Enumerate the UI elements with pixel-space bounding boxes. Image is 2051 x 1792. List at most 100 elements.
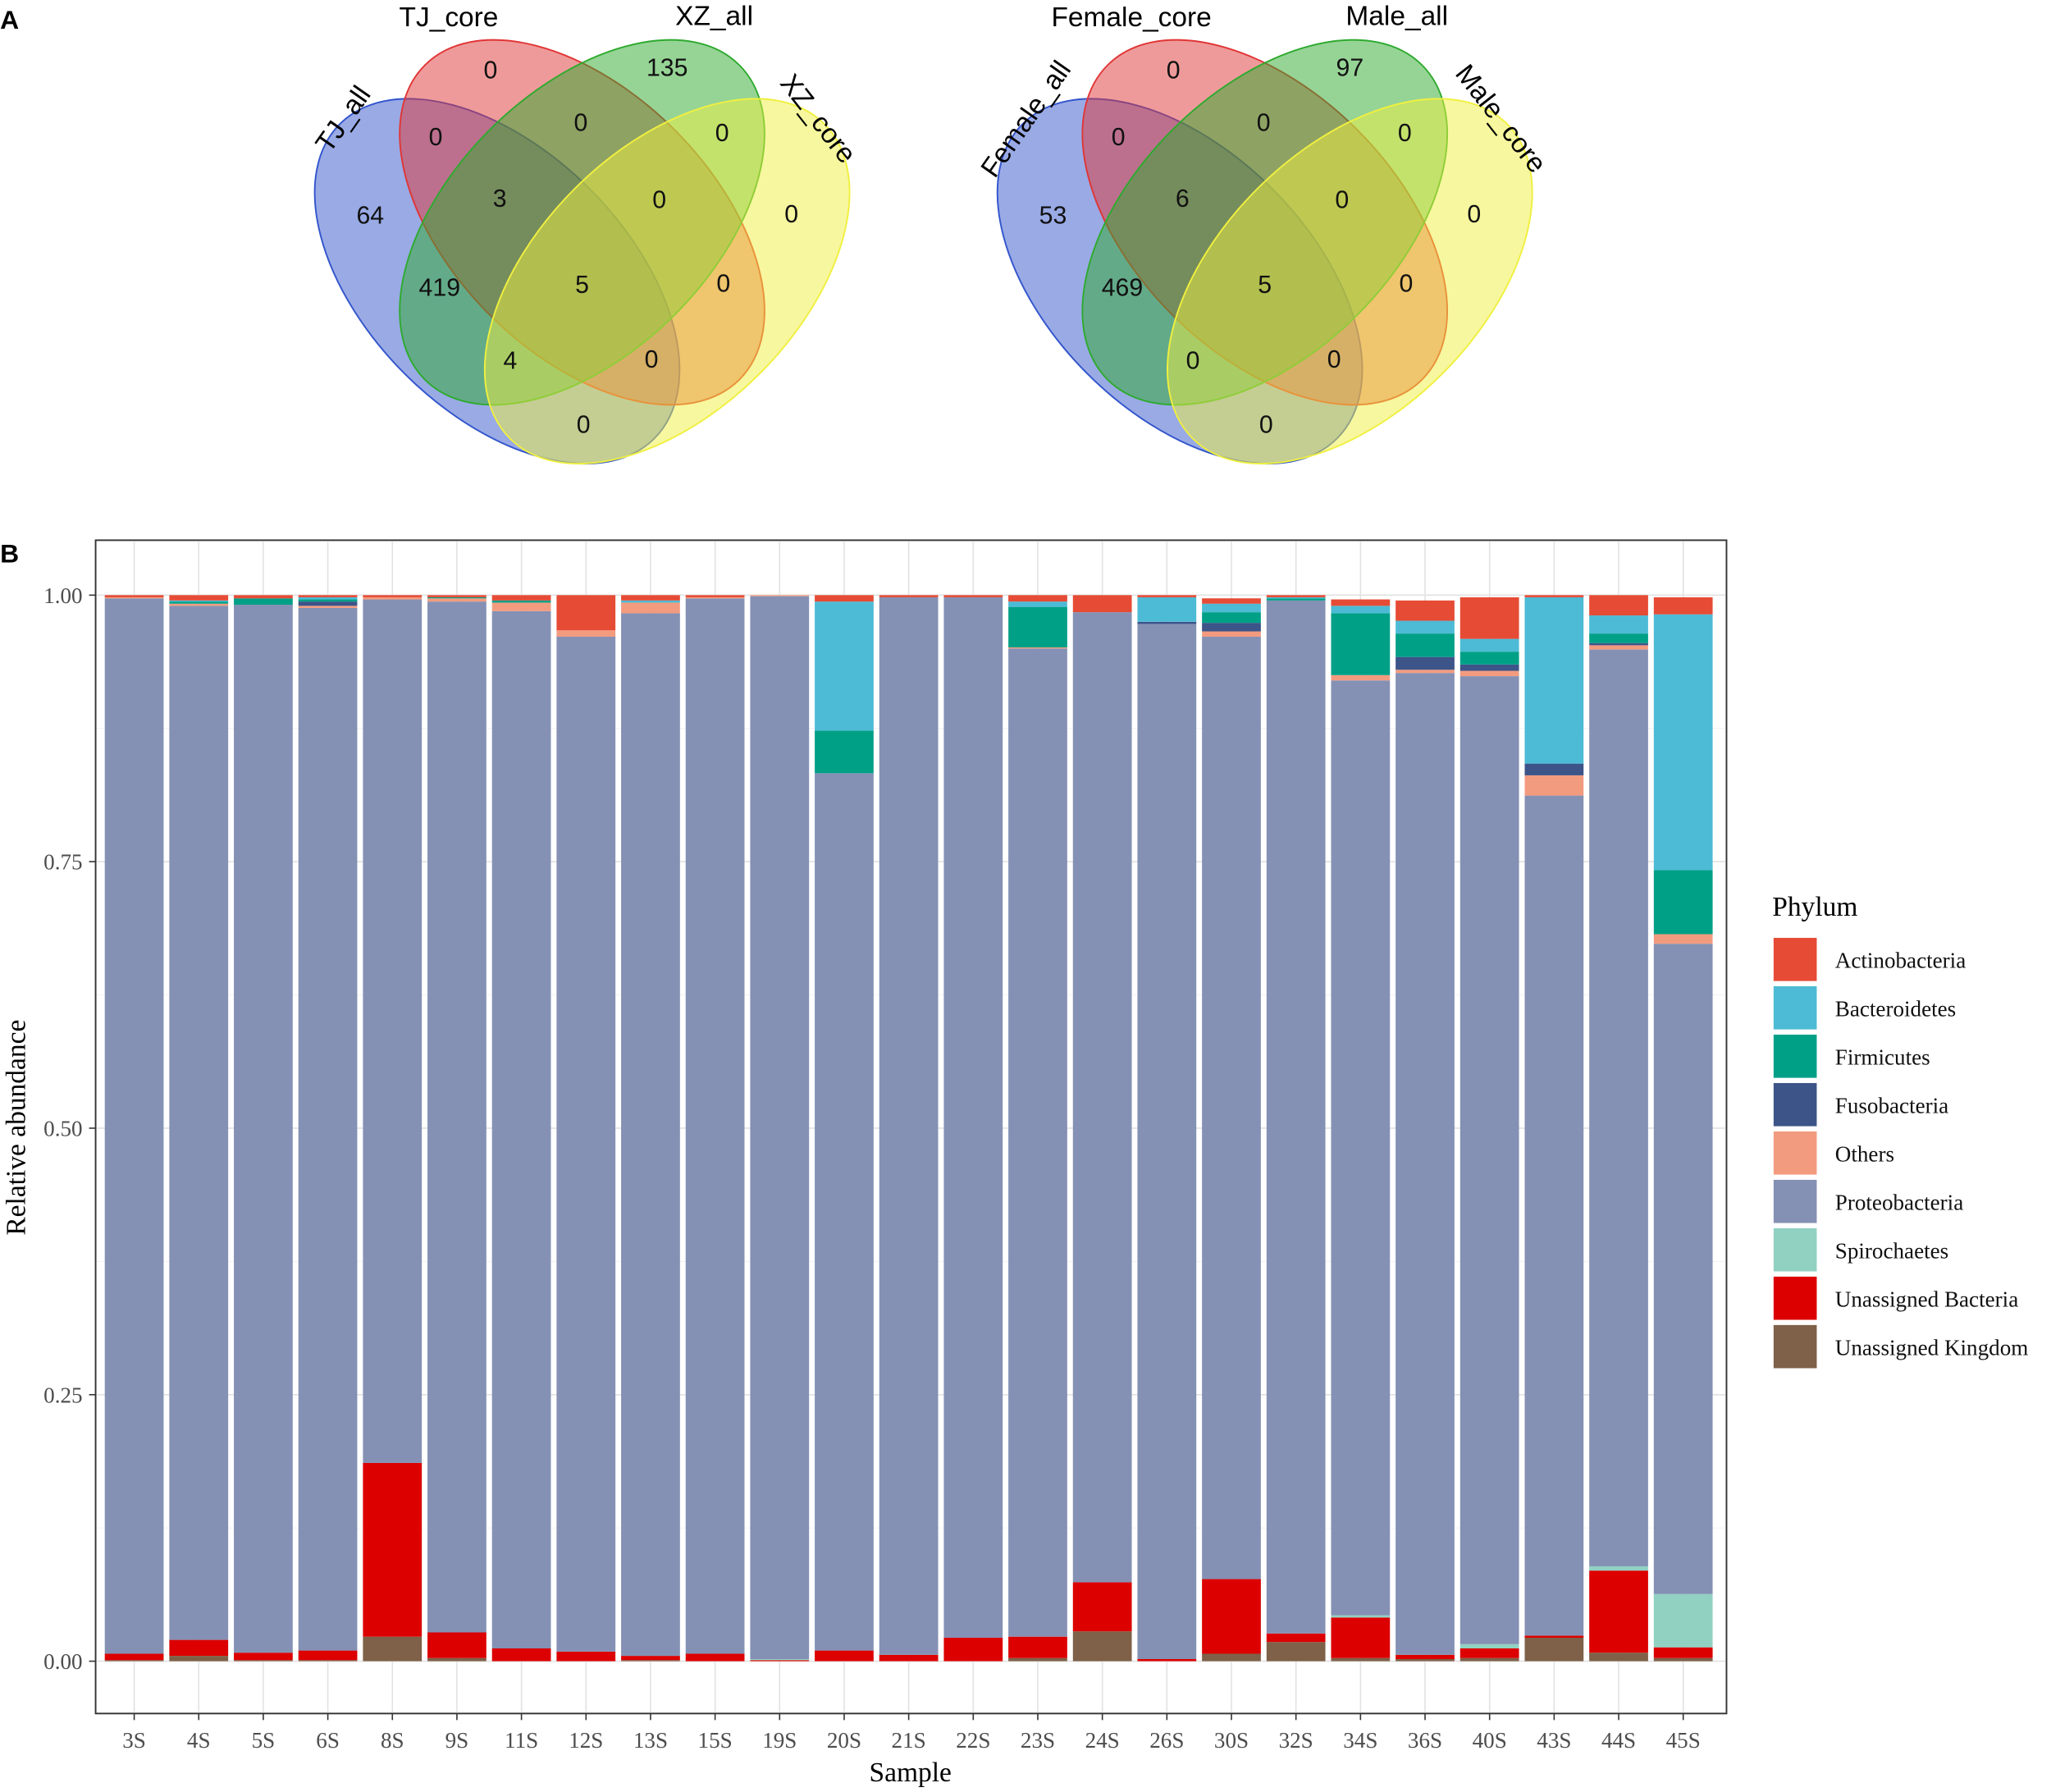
- x-tick-label: 11S: [505, 1728, 538, 1753]
- stacked-bar-chart: 0.00 0.25 0.50 0.75 1.00 3S 4S 5S 6S 8S 9S 11S 12S 1…: [1, 539, 2028, 1788]
- bar-stack-8S: [363, 595, 423, 1662]
- x-tick-label: 23S: [1021, 1728, 1055, 1753]
- bar-stack-30S: [1202, 598, 1261, 1662]
- bar-segment-others: [1459, 670, 1519, 677]
- bar-segment-actinobacteria: [943, 595, 1003, 597]
- legend-label: Others: [1835, 1142, 1894, 1167]
- x-tick-label: 24S: [1085, 1728, 1120, 1753]
- venn-set-ellipse: [483, 98, 851, 465]
- venn-count: 97: [1336, 54, 1364, 81]
- legend-swatch: [1773, 1324, 1817, 1369]
- venn-count: 0: [484, 57, 498, 85]
- bar-segment-unassigned-bacteria: [1524, 1635, 1584, 1639]
- bar-segment-proteobacteria: [621, 613, 680, 1657]
- bar-segment-proteobacteria: [234, 605, 293, 1653]
- bar-segment-firmicutes: [1396, 633, 1455, 657]
- bar-segment-actinobacteria: [104, 595, 164, 597]
- bar-segment-actinobacteria: [1396, 600, 1455, 621]
- y-tick-label: 0.00: [43, 1649, 82, 1674]
- bar-segment-others: [621, 602, 680, 614]
- bar-segment-unassigned-bacteria: [556, 1651, 616, 1662]
- x-tick-label: 6S: [316, 1728, 340, 1753]
- bar-segment-proteobacteria: [298, 607, 358, 1651]
- legend-title: Phylum: [1772, 892, 1857, 922]
- bar-segment-unassigned-bacteria: [1396, 1654, 1455, 1659]
- bar-segment-others: [1331, 674, 1391, 681]
- bar-segment-firmicutes: [1008, 606, 1067, 648]
- venn-count: 469: [1102, 274, 1144, 301]
- bar-segment-proteobacteria: [815, 773, 874, 1651]
- bar-segment-proteobacteria: [104, 598, 164, 1654]
- x-tick-label: 32S: [1279, 1728, 1313, 1753]
- bar-segment-bacteroidetes: [1396, 620, 1455, 634]
- bar-segment-unassigned-bacteria: [169, 1639, 229, 1657]
- x-tick-label: 34S: [1343, 1728, 1377, 1753]
- bar-stack-6S: [298, 595, 358, 1662]
- bar-stack-23S: [1008, 595, 1067, 1662]
- bar-segment-unassigned-bacteria: [1072, 1582, 1132, 1632]
- bar-segment-unassigned-bacteria: [943, 1638, 1003, 1662]
- bar-segment-proteobacteria: [685, 598, 745, 1654]
- legend-swatch: [1773, 1034, 1817, 1078]
- bar-segment-unassigned-kingdom: [427, 1657, 486, 1662]
- bar-segment-unassigned-bacteria: [234, 1653, 293, 1661]
- bar-segment-actinobacteria: [556, 595, 616, 631]
- bar-segment-bacteroidetes: [1008, 601, 1067, 607]
- legend-swatch: [1773, 1276, 1817, 1320]
- x-tick-label: 4S: [187, 1728, 211, 1753]
- venn-set-label: TJ_core: [400, 2, 499, 33]
- bar-segment-actinobacteria: [491, 595, 551, 601]
- bar-stack-5S: [234, 595, 293, 1662]
- bar-segment-bacteroidetes: [1459, 638, 1519, 652]
- bar-segment-unassigned-kingdom: [1653, 1657, 1713, 1662]
- legend-item: Unassigned Kingdom: [1773, 1324, 2028, 1369]
- bar-segment-firmicutes: [1266, 598, 1326, 601]
- bar-segment-unassigned-kingdom: [1202, 1653, 1261, 1662]
- y-tick-label: 1.00: [43, 583, 82, 608]
- venn-count: 0: [1399, 270, 1413, 297]
- bar-segment-unassigned-kingdom: [1524, 1638, 1584, 1662]
- venn-set-label: XZ_all: [675, 1, 753, 31]
- bar-segment-others: [556, 630, 616, 638]
- bar-segment-unassigned-bacteria: [1266, 1633, 1326, 1643]
- bar-segment-bacteroidetes: [298, 597, 358, 600]
- bar-segment-actinobacteria: [1653, 597, 1713, 615]
- bar-segment-spirochaetes: [1589, 1566, 1648, 1571]
- bar-segment-unassigned-kingdom: [234, 1660, 293, 1662]
- bar-segment-unassigned-kingdom: [169, 1656, 229, 1662]
- bar-segment-unassigned-bacteria: [1202, 1579, 1261, 1654]
- bar-segment-bacteroidetes: [1266, 597, 1326, 599]
- venn-count: 0: [1167, 57, 1181, 85]
- bar-segment-actinobacteria: [169, 595, 229, 601]
- bar-segment-fusobacteria: [1589, 642, 1648, 646]
- bar-segment-fusobacteria: [298, 601, 358, 606]
- venn-count: 0: [645, 346, 659, 373]
- venn-count: 0: [652, 186, 666, 213]
- bar-segment-unassigned-bacteria: [1459, 1648, 1519, 1658]
- panel-label-a: A: [0, 5, 19, 34]
- bar-segment-actinobacteria: [685, 595, 745, 597]
- bar-segment-fusobacteria: [1202, 623, 1261, 632]
- bar-segment-firmicutes: [298, 599, 358, 602]
- bar-segment-unassigned-bacteria: [298, 1650, 358, 1661]
- legend-label: Bacteroidetes: [1835, 997, 1956, 1022]
- bar-segment-proteobacteria: [556, 637, 616, 1652]
- bar-segment-unassigned-kingdom: [621, 1660, 680, 1662]
- bar-segment-unassigned-kingdom: [363, 1636, 423, 1662]
- bar-stack-4S: [169, 595, 229, 1662]
- x-tick-label: 26S: [1149, 1728, 1184, 1753]
- venn-count: 0: [574, 109, 588, 136]
- bar-segment-fusobacteria: [1137, 621, 1197, 624]
- bar-stack-44S: [1589, 595, 1648, 1662]
- bar-segment-unassigned-bacteria: [879, 1654, 939, 1662]
- bar-stack-34S: [1331, 599, 1391, 1662]
- venn-set-ellipse: [1167, 98, 1533, 465]
- bar-segment-proteobacteria: [1331, 680, 1391, 1616]
- bar-segment-others: [491, 602, 551, 611]
- bar-segment-actinobacteria: [879, 595, 939, 597]
- bar-segment-unassigned-kingdom: [1459, 1657, 1519, 1662]
- bar-segment-proteobacteria: [879, 597, 939, 1655]
- venn-count: 64: [356, 203, 384, 230]
